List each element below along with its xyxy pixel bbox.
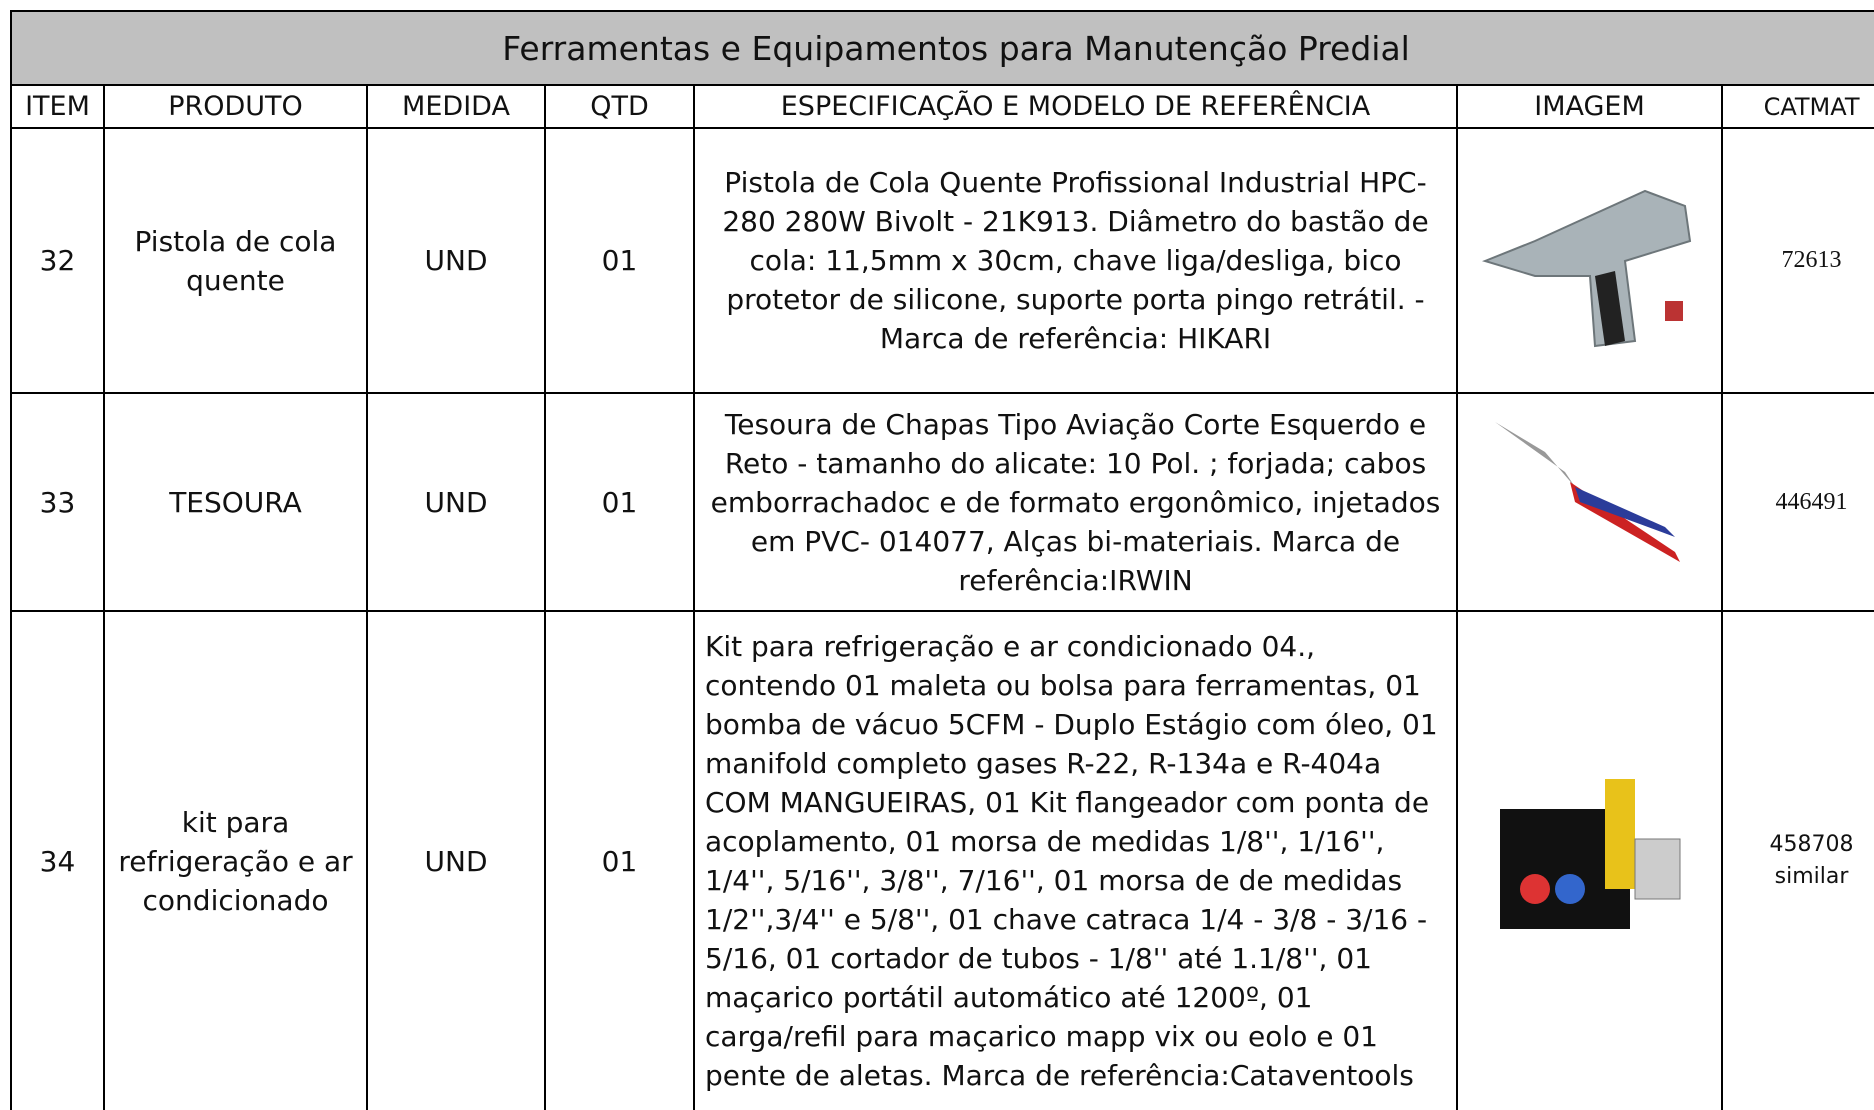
image-cell (1456, 127, 1723, 394)
refrigeration-kit-image (1499, 778, 1680, 929)
spec-cell: Kit para refrigeração e ar condicionado … (693, 610, 1458, 1110)
spec-cell: Pistola de Cola Quente Profissional Indu… (693, 127, 1458, 394)
unit-cell: UND (366, 610, 546, 1110)
header-cell: CATMAT (1720, 84, 1874, 129)
product-cell: TESOURA (103, 392, 368, 612)
header-cell: PRODUTO (103, 84, 368, 129)
item-cell: 34 (10, 610, 105, 1110)
item-cell: 32 (10, 127, 105, 394)
scissors-image (1494, 422, 1680, 562)
unit-cell: UND (366, 392, 546, 612)
header-cell: IMAGEM (1456, 84, 1723, 129)
qty-cell: 01 (544, 610, 695, 1110)
catmat-cell: 446491 (1720, 392, 1874, 612)
header-cell: QTD (544, 84, 695, 129)
glue-gun-image (1481, 189, 1691, 347)
header-cell: ESPECIFICAÇÃO E MODELO DE REFERÊNCIA (693, 84, 1458, 129)
item-cell: 33 (10, 392, 105, 612)
product-cell: Pistola de cola quente (103, 127, 368, 394)
catmat-cell: 72613 (1720, 127, 1874, 394)
qty-cell: 01 (544, 392, 695, 612)
qty-cell: 01 (544, 127, 695, 394)
equipment-table: Ferramentas e Equipamentos para Manutenç… (10, 10, 1874, 1110)
image-cell (1456, 392, 1723, 612)
header-cell: MEDIDA (366, 84, 546, 129)
header-cell: ITEM (10, 84, 105, 129)
table-title: Ferramentas e Equipamentos para Manutenç… (10, 10, 1874, 86)
catmat-cell: 458708 similar (1720, 610, 1874, 1110)
unit-cell: UND (366, 127, 546, 394)
image-cell (1456, 610, 1723, 1110)
document: Ferramentas e Equipamentos para Manutenç… (10, 10, 1874, 1110)
product-cell: kit para refrigeração e ar condicionado (103, 610, 368, 1110)
spec-cell: Tesoura de Chapas Tipo Aviação Corte Esq… (693, 392, 1458, 612)
